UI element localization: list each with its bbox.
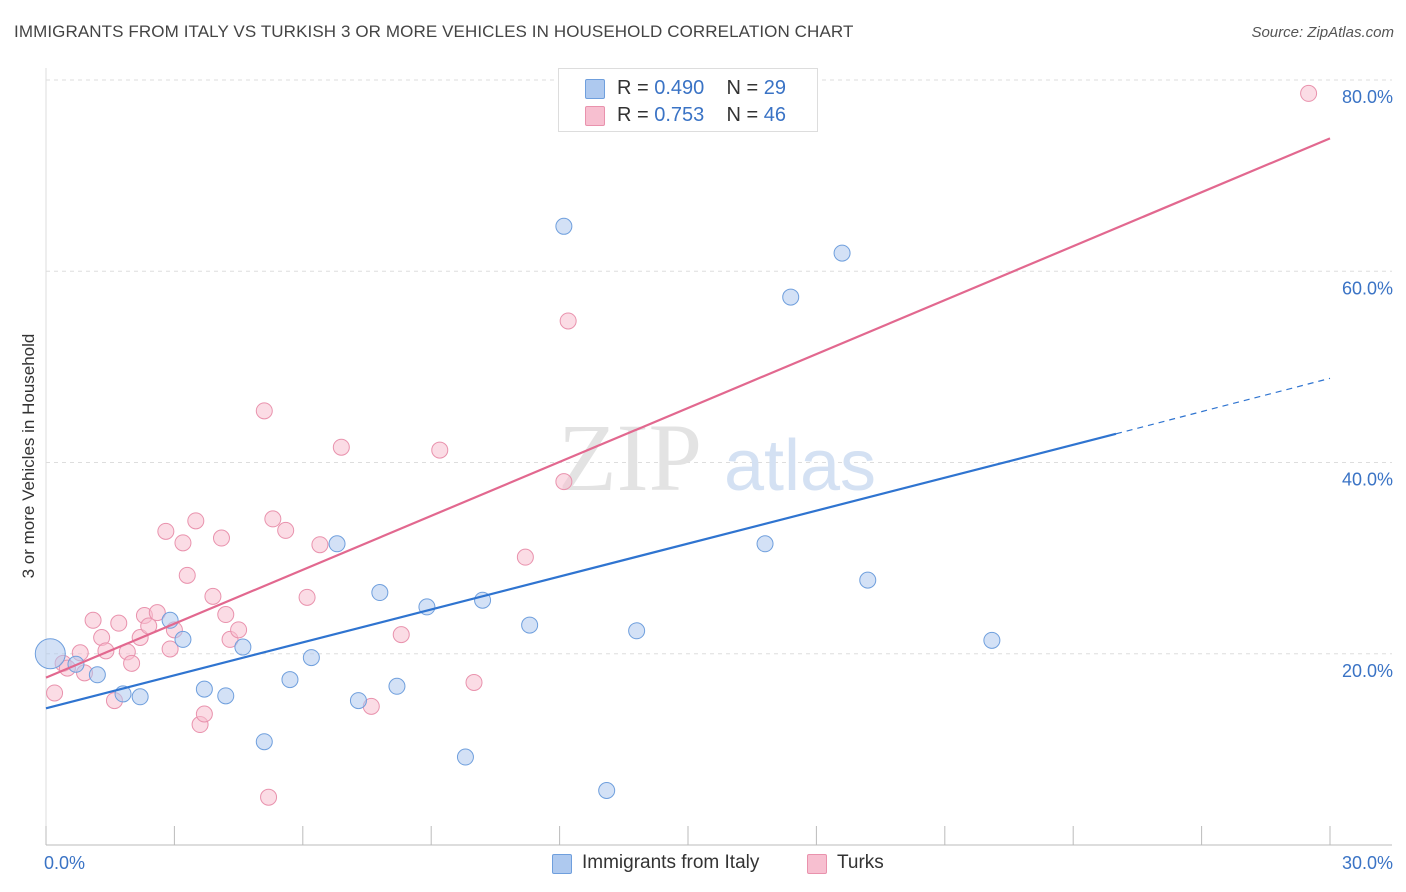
italy-legend-swatch xyxy=(552,854,572,874)
turks-point xyxy=(187,512,205,530)
italy-point xyxy=(598,781,616,799)
turks-n-label: N = xyxy=(726,104,764,126)
turks-point xyxy=(332,438,350,456)
turks-point xyxy=(555,473,573,491)
turks-point xyxy=(46,684,64,702)
italy-trend-line xyxy=(45,432,1117,710)
turks-point xyxy=(84,611,102,629)
x-tick-label-min: 0.0% xyxy=(44,853,85,873)
italy-point xyxy=(217,687,235,705)
italy-swatch xyxy=(585,79,605,99)
italy-point xyxy=(328,535,346,553)
italy-point xyxy=(388,677,406,695)
italy-point xyxy=(833,244,851,262)
italy-point xyxy=(371,584,389,602)
gridlines xyxy=(45,68,1392,845)
turks-point xyxy=(559,312,577,330)
correlation-legend: R = 0.490 N = 29 R = 0.753 N = 46 xyxy=(558,68,818,132)
italy-point xyxy=(34,638,66,670)
chart-title: IMMIGRANTS FROM ITALY VS TURKISH 3 OR MO… xyxy=(14,22,854,41)
watermark-atlas: atlas xyxy=(724,426,876,506)
italy-points xyxy=(34,217,1001,799)
italy-point xyxy=(255,733,273,751)
turks-point xyxy=(311,536,329,554)
italy-point xyxy=(859,571,877,589)
turks-point xyxy=(392,626,410,644)
turks-point xyxy=(161,640,179,658)
italy-point xyxy=(88,666,106,684)
italy-n-label: N = xyxy=(726,77,764,99)
turks-point xyxy=(178,566,196,584)
italy-point xyxy=(281,671,299,689)
turks-legend-swatch xyxy=(807,854,827,874)
italy-trend-extension xyxy=(1115,377,1331,435)
turks-point xyxy=(174,534,192,552)
italy-point xyxy=(756,535,774,553)
trend-lines xyxy=(45,137,1331,710)
turks-point xyxy=(217,606,235,624)
italy-point xyxy=(521,616,539,634)
italy-point xyxy=(456,748,474,766)
turks-point xyxy=(123,654,141,672)
y-tick-label: 40.0% xyxy=(1342,470,1393,490)
italy-point xyxy=(983,631,1001,649)
turks-point xyxy=(195,705,213,723)
italy-point xyxy=(302,649,320,667)
turks-n-value: 46 xyxy=(763,104,787,126)
y-tick-label: 20.0% xyxy=(1342,661,1393,681)
italy-point xyxy=(555,217,573,235)
turks-point xyxy=(110,614,128,632)
turks-trend-line xyxy=(45,137,1331,679)
italy-point xyxy=(349,692,367,710)
watermark: ZIP atlas xyxy=(558,404,876,511)
y-tick-label: 80.0% xyxy=(1342,87,1393,107)
italy-point xyxy=(174,630,192,648)
italy-legend-label: Immigrants from Italy xyxy=(582,852,760,873)
turks-point xyxy=(431,441,449,459)
turks-point xyxy=(204,587,222,605)
axes xyxy=(45,68,1392,846)
turks-point xyxy=(516,548,534,566)
y-tick-labels: 20.0% 40.0% 60.0% 80.0% xyxy=(1342,87,1393,681)
y-tick-label: 60.0% xyxy=(1342,278,1393,298)
italy-point xyxy=(782,288,800,306)
turks-point xyxy=(148,604,166,622)
italy-point xyxy=(628,622,646,640)
turks-legend-label: Turks xyxy=(837,852,884,873)
watermark-zip: ZIP xyxy=(558,404,702,511)
italy-point xyxy=(195,680,213,698)
turks-point xyxy=(212,529,230,547)
italy-point xyxy=(131,688,149,706)
turks-point xyxy=(260,788,278,806)
turks-point xyxy=(1300,84,1318,102)
turks-point xyxy=(277,521,295,539)
source-credit: Source: ZipAtlas.com xyxy=(1251,24,1394,41)
turks-points xyxy=(46,84,1318,806)
turks-swatch xyxy=(585,106,605,126)
italy-point xyxy=(234,638,252,656)
italy-n-value: 29 xyxy=(763,77,787,99)
italy-r-value: 0.490 xyxy=(654,77,705,99)
turks-point xyxy=(298,588,316,606)
turks-point xyxy=(157,522,175,540)
turks-r-label: R = xyxy=(617,104,655,126)
italy-r-label: R = xyxy=(617,77,655,99)
x-tick-label-max: 30.0% xyxy=(1342,853,1393,873)
turks-point xyxy=(255,402,273,420)
turks-point xyxy=(230,621,248,639)
turks-r-value: 0.753 xyxy=(654,104,705,126)
y-axis-label: 3 or more Vehicles in Household xyxy=(19,333,38,579)
turks-point xyxy=(465,673,483,691)
turks-point xyxy=(264,510,282,528)
